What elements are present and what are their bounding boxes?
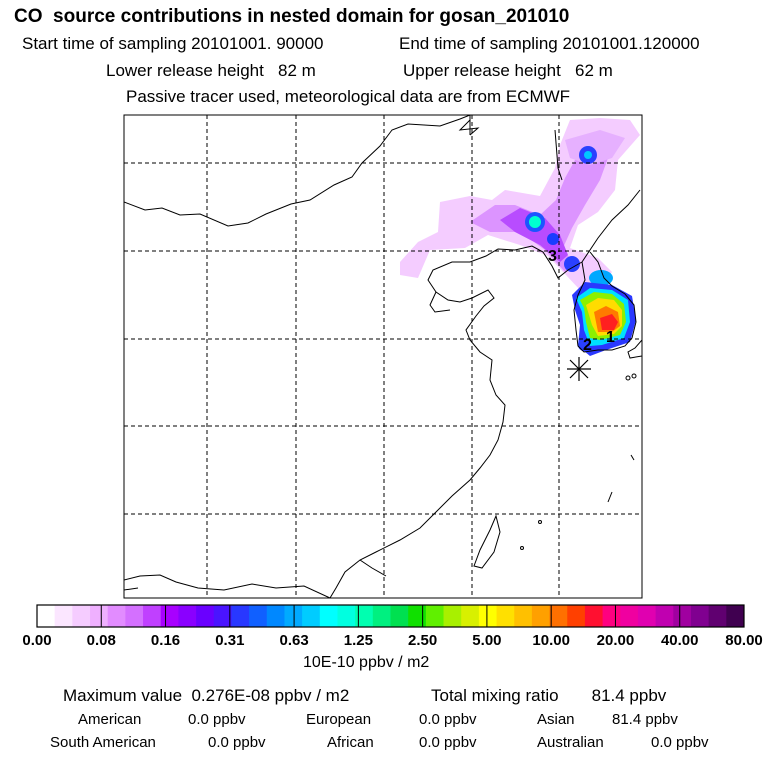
colorbar-cell [655,605,674,627]
end-time-label: End time of sampling 20101001.120000 [399,34,700,53]
total-mixing-ratio-label: Total mixing ratio 81.4 ppbv [431,686,667,705]
colorbar-cell [90,605,109,627]
map-frame [123,114,643,599]
region-name-south-american: South American [50,734,156,751]
colorbar-cell [496,605,515,627]
colorbar-cell [160,605,179,627]
colorbar-cell [319,605,338,627]
colorbar-tick-label: 40.00 [660,632,699,649]
colorbar-cell [54,605,73,627]
colorbar-cell [567,605,586,627]
region-name-asian: Asian [537,711,575,728]
colorbar-cell [637,605,657,627]
colorbar-cell [390,605,409,627]
source-marker-1: 1 [606,329,615,346]
colorbar-cell [355,605,374,627]
colorbar-tick-label: 0.08 [86,632,116,649]
colorbar-tick-label: 5.00 [472,632,502,649]
colorbar-cell [37,605,56,627]
region-name-australian: Australian [537,734,604,751]
lower-height-label: Lower release height 82 m [106,61,316,80]
colorbar-cell [602,605,621,627]
colorbar-cell [461,605,480,627]
colorbar-cell [514,605,533,627]
colorbar-cell [708,605,727,627]
colorbar-cell [337,605,356,627]
colorbar-frame [36,604,745,628]
colorbar-cell [249,605,268,627]
source-marker-3: 3 [548,248,557,265]
colorbar-tick-label: 0.31 [215,632,245,649]
colorbar-cell [143,605,162,627]
region-value-south-american: 0.0 ppbv [208,734,266,751]
colorbar-tick-label: 80.00 [725,632,763,649]
region-name-african: African [327,734,374,751]
colorbar-cell [213,605,232,627]
region-value-american: 0.0 ppbv [188,711,246,728]
colorbar-tick-label: 0.63 [279,632,309,649]
colorbar-cell [620,605,639,627]
colorbar-tick-label: 20.00 [596,632,635,649]
colorbar-cell [266,605,285,627]
colorbar-cell [231,605,250,627]
region-name-american: American [78,711,142,728]
colorbar-tick-label: 10.00 [532,632,570,649]
coastlines [124,115,642,598]
colorbar-cell [478,605,497,627]
colorbar-cell [531,605,550,627]
colorbar-cell [178,605,197,627]
colorbar-unit-label: 10E-10 ppbv / m2 [303,654,430,671]
colorbar-tick-label: 1.25 [343,632,373,649]
colorbar-cell [584,605,603,627]
colorbar-cell [284,605,303,627]
region-value-african: 0.0 ppbv [419,734,477,751]
colorbar-cell [443,605,462,627]
map-title: CO source contributions in nested domain… [14,6,570,27]
colorbar-cell [372,605,391,627]
upper-height-label: Upper release height 62 m [403,61,613,80]
colorbar-tick-label: 0.16 [150,632,181,649]
colorbar-tick-label: 2.50 [408,632,438,649]
start-time-label: Start time of sampling 20101001. 90000 [22,34,324,53]
region-value-australian: 0.0 ppbv [651,734,709,751]
plume-field [400,118,640,356]
region-name-european: European [306,711,372,728]
region-value-european: 0.0 ppbv [419,711,477,728]
source-marker-2: 2 [583,337,592,354]
receptor-asterisk-icon [567,357,591,381]
colorbar-cell [107,605,126,627]
colorbar-cell [690,605,710,627]
colorbar-cell [72,605,91,627]
maximum-value-label: Maximum value 0.276E-08 ppbv / m2 [63,686,350,705]
colorbar-cell [726,605,745,627]
colorbar-cell [425,605,444,627]
colorbar-cell [125,605,144,627]
colorbar-cell [196,605,215,627]
map-grid [124,115,642,598]
colorbar-cell [302,605,321,627]
colorbar-cell [673,605,692,627]
region-value-asian: 81.4 ppbv [612,711,678,728]
colorbar-cell [549,605,568,627]
colorbar-cell [408,605,427,627]
colorbar-tick-label: 0.00 [22,632,52,649]
tracer-note: Passive tracer used, meteorological data… [126,87,571,106]
